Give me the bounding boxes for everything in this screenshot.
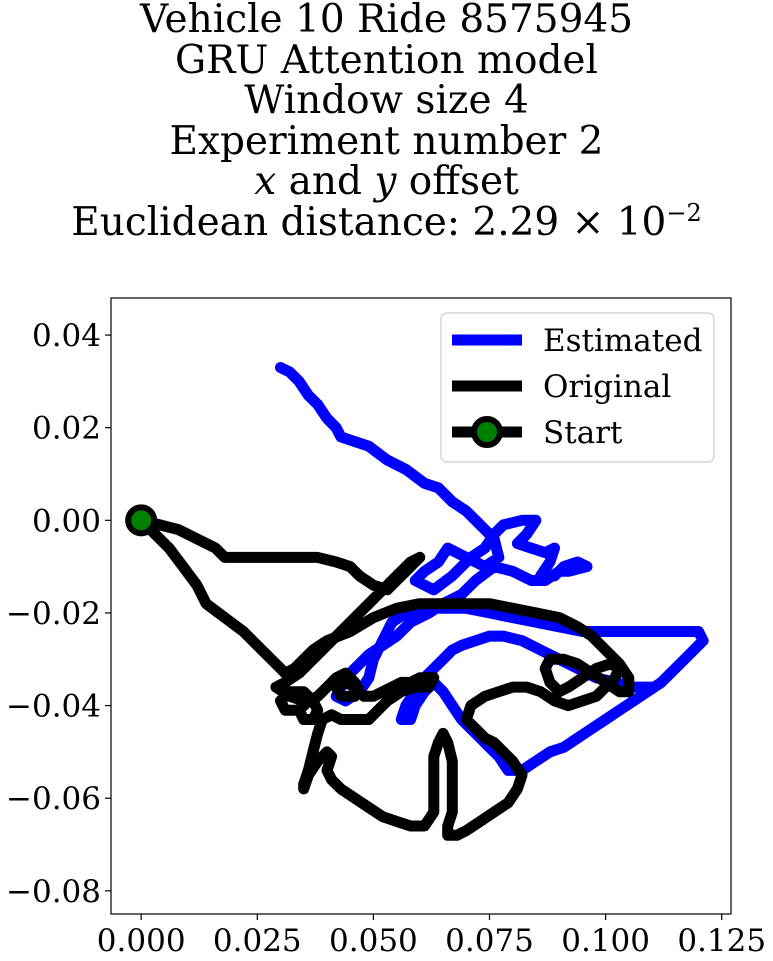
- start-marker: [125, 504, 158, 537]
- legend-start-label: Start: [543, 415, 623, 451]
- title-line-1: Vehicle 10 Ride 8575945: [139, 0, 634, 42]
- y-tick-label: −0.04: [6, 689, 101, 725]
- ticks-layer: 0.000 0.025 0.050 0.075 0.100 0.125 0.04 0.02 0.…: [6, 318, 766, 959]
- title-line-6: Euclidean distance: 2.29 × 10−2: [0, 199, 773, 245]
- series-layer: [125, 362, 709, 841]
- title-line-5: x and y offset: [0, 162, 773, 203]
- x-tick-label: 0.125: [677, 923, 766, 959]
- plot-frame: [110, 297, 732, 915]
- title-offset: offset: [396, 159, 519, 205]
- x-tick-label: 0.075: [445, 923, 534, 959]
- y-tick-label: −0.02: [6, 596, 101, 632]
- y-tick-label: 0.02: [32, 411, 101, 447]
- legend-original-label: Original: [543, 369, 671, 405]
- x-tick-label: 0.000: [97, 923, 186, 959]
- title-distance: Euclidean distance: 2.29 × 10: [71, 199, 667, 245]
- legend-start-marker: [471, 416, 503, 448]
- title-line-2: GRU Attention model: [175, 37, 598, 83]
- legend-box: [440, 312, 715, 463]
- title-exponent: −2: [666, 198, 702, 227]
- y-tick-label: 0.00: [32, 503, 101, 539]
- title-y-var: y: [374, 159, 397, 205]
- title-x-var: x: [254, 159, 277, 205]
- y-tick-label: −0.06: [6, 781, 101, 817]
- chart-title: Vehicle 10 Ride 8575945 GRU Attention mo…: [0, 0, 773, 244]
- title-line-3: Window size 4: [244, 78, 529, 124]
- x-tick-label: 0.050: [329, 923, 418, 959]
- y-tick-label: 0.04: [32, 318, 101, 354]
- legend: Estimated Original Start: [440, 312, 715, 463]
- x-tick-label: 0.025: [213, 923, 302, 959]
- title-and: and: [276, 159, 375, 205]
- x-tick-label: 0.100: [561, 923, 650, 959]
- legend-estimated-label: Estimated: [543, 323, 702, 359]
- series-original-line: [135, 514, 635, 841]
- title-line-4: Experiment number 2: [169, 118, 604, 164]
- y-tick-label: −0.08: [6, 874, 101, 910]
